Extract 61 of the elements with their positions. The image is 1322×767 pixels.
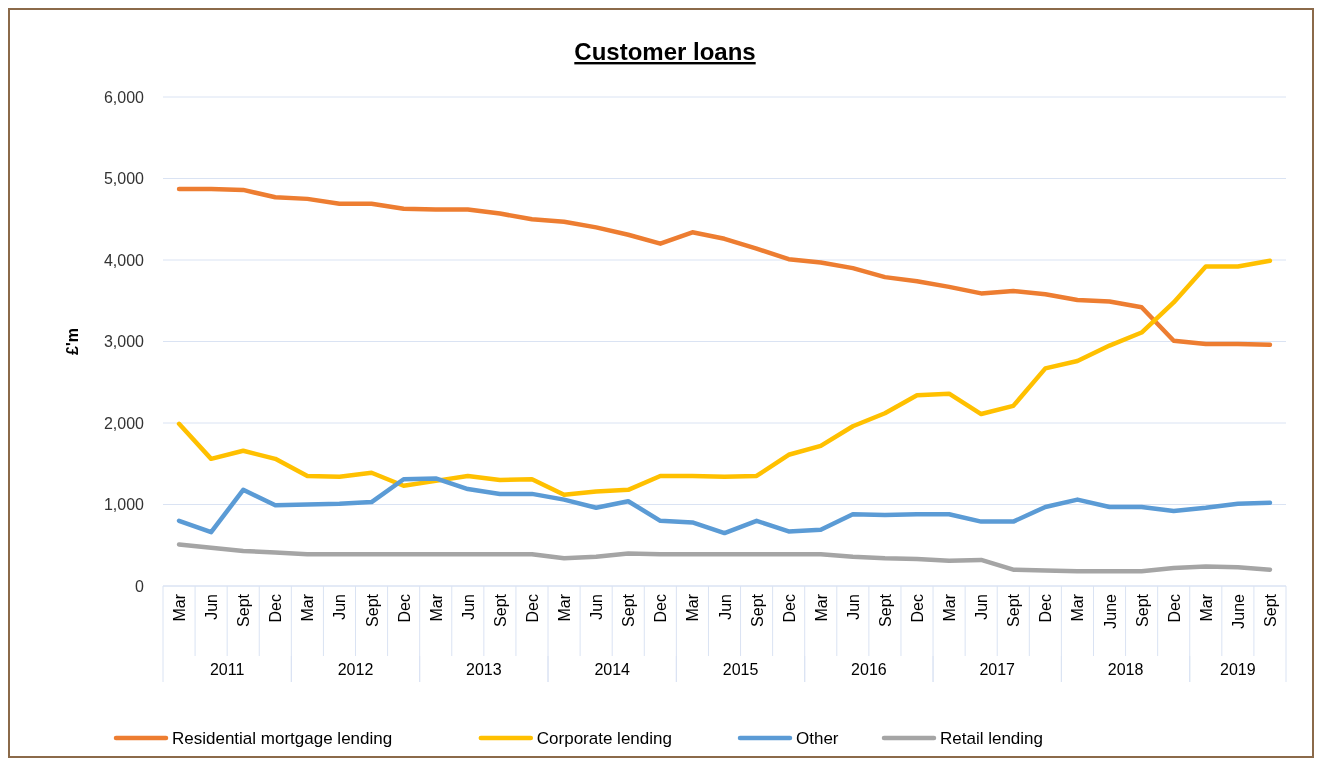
text: 2016	[851, 661, 887, 678]
x-tick-label: Dec	[1165, 594, 1183, 623]
x-tick-label: Dec	[909, 594, 927, 623]
line-series	[176, 476, 1273, 536]
x-tick-label: Mar	[1069, 593, 1087, 622]
line-series	[176, 258, 1273, 497]
x-tick-label: Jun	[588, 594, 606, 620]
x-tick-label: Dec	[652, 594, 670, 623]
y-tick-label: 6,000	[103, 88, 145, 106]
x-tick-label: Jun	[844, 594, 862, 620]
line-series	[176, 542, 1273, 574]
x-tick-label: Dec	[267, 594, 285, 623]
text: 2014	[594, 661, 631, 678]
x-tick-label: Sept	[876, 593, 894, 627]
chart-title: Customer loans	[574, 38, 756, 65]
x-tick-label: Mar	[171, 593, 189, 622]
x-tick-label: Sept	[1005, 593, 1023, 627]
x-tick-label: Mar	[812, 593, 830, 622]
y-axis-title: £'m	[64, 328, 81, 355]
x-tick-label: Mar	[684, 593, 702, 622]
text: 2019	[1220, 661, 1256, 678]
text: 2017	[979, 661, 1016, 678]
x-tick-label: Mar	[556, 593, 574, 622]
x-tick-label: Dec	[1037, 594, 1055, 623]
text: 2013	[466, 661, 502, 678]
x-tick-label: Dec	[395, 594, 413, 623]
line-series	[176, 186, 1273, 348]
x-tick-label: Jun	[203, 594, 221, 620]
x-tick-label: Dec	[523, 594, 541, 623]
x-tick-label: Sept	[1261, 593, 1279, 627]
x-tick-label: Jun	[973, 594, 991, 620]
x-tick-label: Sept	[363, 593, 381, 627]
legend-label: Residential mortgage lending	[172, 729, 393, 748]
y-tick-label: 4,000	[103, 251, 145, 269]
x-tick-label: Mar	[941, 593, 959, 622]
y-tick-label: 5,000	[103, 170, 145, 188]
x-tick-label: Jun	[716, 594, 734, 620]
y-tick-label: 0	[135, 577, 145, 595]
text: 2018	[1107, 661, 1144, 678]
x-tick-label: Sept	[748, 593, 766, 627]
x-tick-label: June	[1101, 593, 1119, 629]
legend-label: Corporate lending	[536, 729, 672, 748]
x-tick-label: Mar	[427, 593, 445, 622]
text: 2011	[209, 661, 245, 678]
x-tick-label: Sept	[235, 593, 253, 627]
y-tick-label: 3,000	[103, 333, 145, 351]
y-tick-label: 2,000	[103, 414, 145, 432]
text: 2012	[337, 661, 374, 678]
x-tick-label: Mar	[1197, 593, 1215, 622]
x-tick-label: Sept	[491, 593, 509, 627]
x-tick-label: Sept	[1133, 593, 1151, 627]
x-tick-label: Jun	[459, 594, 477, 620]
x-tick-label: Dec	[780, 594, 798, 623]
x-tick-label: Mar	[299, 593, 317, 622]
x-tick-label: June	[1229, 593, 1247, 629]
x-tick-label: Jun	[331, 594, 349, 620]
legend-label: Retail lending	[940, 729, 1044, 748]
y-tick-label: 1,000	[103, 496, 145, 514]
x-tick-label: Sept	[620, 593, 638, 627]
legend-label: Other	[796, 729, 839, 748]
text: 2015	[722, 661, 759, 678]
